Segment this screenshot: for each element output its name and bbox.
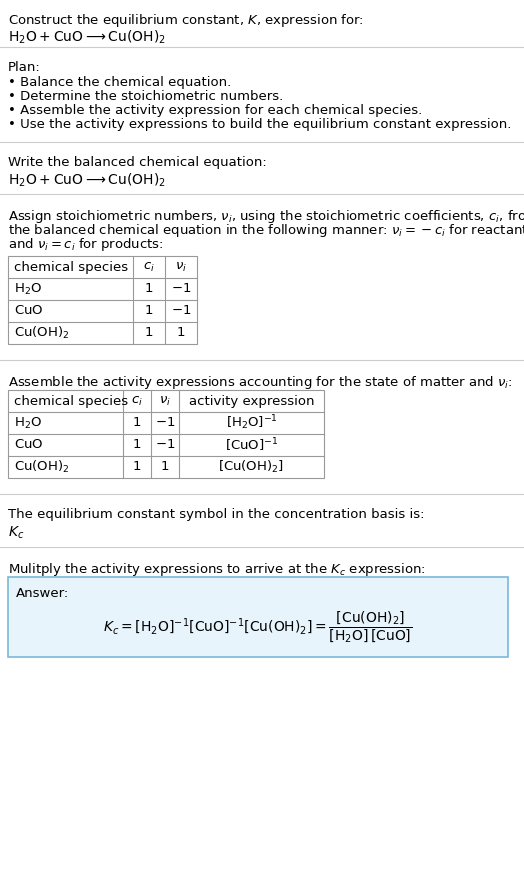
Text: $\mathrm{Cu(OH)_2}$: $\mathrm{Cu(OH)_2}$ (14, 325, 69, 341)
Text: and $\nu_i = c_i$ for products:: and $\nu_i = c_i$ for products: (8, 236, 163, 253)
Text: 1: 1 (145, 305, 153, 318)
Text: $K_c = [\mathrm{H_2O}]^{-1} [\mathrm{CuO}]^{-1} [\mathrm{Cu(OH)_2}] = \dfrac{[\m: $K_c = [\mathrm{H_2O}]^{-1} [\mathrm{CuO… (103, 609, 413, 645)
Text: Write the balanced chemical equation:: Write the balanced chemical equation: (8, 156, 267, 169)
Text: the balanced chemical equation in the following manner: $\nu_i = -c_i$ for react: the balanced chemical equation in the fo… (8, 222, 524, 239)
Text: $[\mathrm{H_2O}]^{-1}$: $[\mathrm{H_2O}]^{-1}$ (225, 413, 278, 432)
Text: $1$: $1$ (177, 327, 185, 339)
Text: $-1$: $-1$ (171, 282, 191, 296)
Text: $1$: $1$ (160, 461, 170, 473)
Text: chemical species: chemical species (14, 395, 128, 407)
Text: $\mathrm{H_2O + CuO \longrightarrow Cu(OH)_2}$: $\mathrm{H_2O + CuO \longrightarrow Cu(O… (8, 29, 166, 46)
Text: Plan:: Plan: (8, 61, 41, 74)
Text: $c_i$: $c_i$ (131, 395, 143, 407)
Text: $[\mathrm{CuO}]^{-1}$: $[\mathrm{CuO}]^{-1}$ (225, 437, 278, 454)
Text: 1: 1 (145, 327, 153, 339)
Text: • Use the activity expressions to build the equilibrium constant expression.: • Use the activity expressions to build … (8, 118, 511, 131)
Bar (8, 577, 508, 657)
Text: Answer:: Answer: (16, 587, 69, 600)
Text: chemical species: chemical species (14, 261, 128, 273)
Text: Assemble the activity expressions accounting for the state of matter and $\nu_i$: Assemble the activity expressions accoun… (8, 374, 512, 391)
Text: • Balance the chemical equation.: • Balance the chemical equation. (8, 76, 231, 89)
Text: $[\mathrm{Cu(OH)_2}]$: $[\mathrm{Cu(OH)_2}]$ (219, 459, 285, 475)
Text: $\mathrm{Cu(OH)_2}$: $\mathrm{Cu(OH)_2}$ (14, 459, 69, 475)
Text: Mulitply the activity expressions to arrive at the $K_c$ expression:: Mulitply the activity expressions to arr… (8, 561, 426, 578)
Text: $-1$: $-1$ (171, 305, 191, 318)
Text: $-1$: $-1$ (155, 416, 175, 430)
Text: 1: 1 (133, 438, 141, 452)
Text: $\nu_i$: $\nu_i$ (175, 261, 187, 273)
Text: $\mathrm{H_2O + CuO \longrightarrow Cu(OH)_2}$: $\mathrm{H_2O + CuO \longrightarrow Cu(O… (8, 172, 166, 189)
Text: $c_i$: $c_i$ (143, 261, 155, 273)
Text: $-1$: $-1$ (155, 438, 175, 452)
Text: activity expression: activity expression (189, 395, 314, 407)
Text: $\nu_i$: $\nu_i$ (159, 395, 171, 407)
Text: Assign stoichiometric numbers, $\nu_i$, using the stoichiometric coefficients, $: Assign stoichiometric numbers, $\nu_i$, … (8, 208, 524, 225)
Text: $\mathrm{CuO}$: $\mathrm{CuO}$ (14, 438, 43, 452)
Text: • Determine the stoichiometric numbers.: • Determine the stoichiometric numbers. (8, 90, 283, 103)
Text: • Assemble the activity expression for each chemical species.: • Assemble the activity expression for e… (8, 104, 422, 117)
Text: 1: 1 (133, 416, 141, 430)
Bar (8, 256, 197, 344)
Bar (8, 390, 324, 478)
Text: Construct the equilibrium constant, $K$, expression for:: Construct the equilibrium constant, $K$,… (8, 12, 364, 29)
Text: $K_c$: $K_c$ (8, 525, 24, 541)
Text: 1: 1 (133, 461, 141, 473)
Text: $\mathrm{CuO}$: $\mathrm{CuO}$ (14, 305, 43, 318)
Text: $\mathrm{H_2O}$: $\mathrm{H_2O}$ (14, 415, 42, 430)
Text: The equilibrium constant symbol in the concentration basis is:: The equilibrium constant symbol in the c… (8, 508, 424, 521)
Text: 1: 1 (145, 282, 153, 296)
Text: $\mathrm{H_2O}$: $\mathrm{H_2O}$ (14, 281, 42, 296)
